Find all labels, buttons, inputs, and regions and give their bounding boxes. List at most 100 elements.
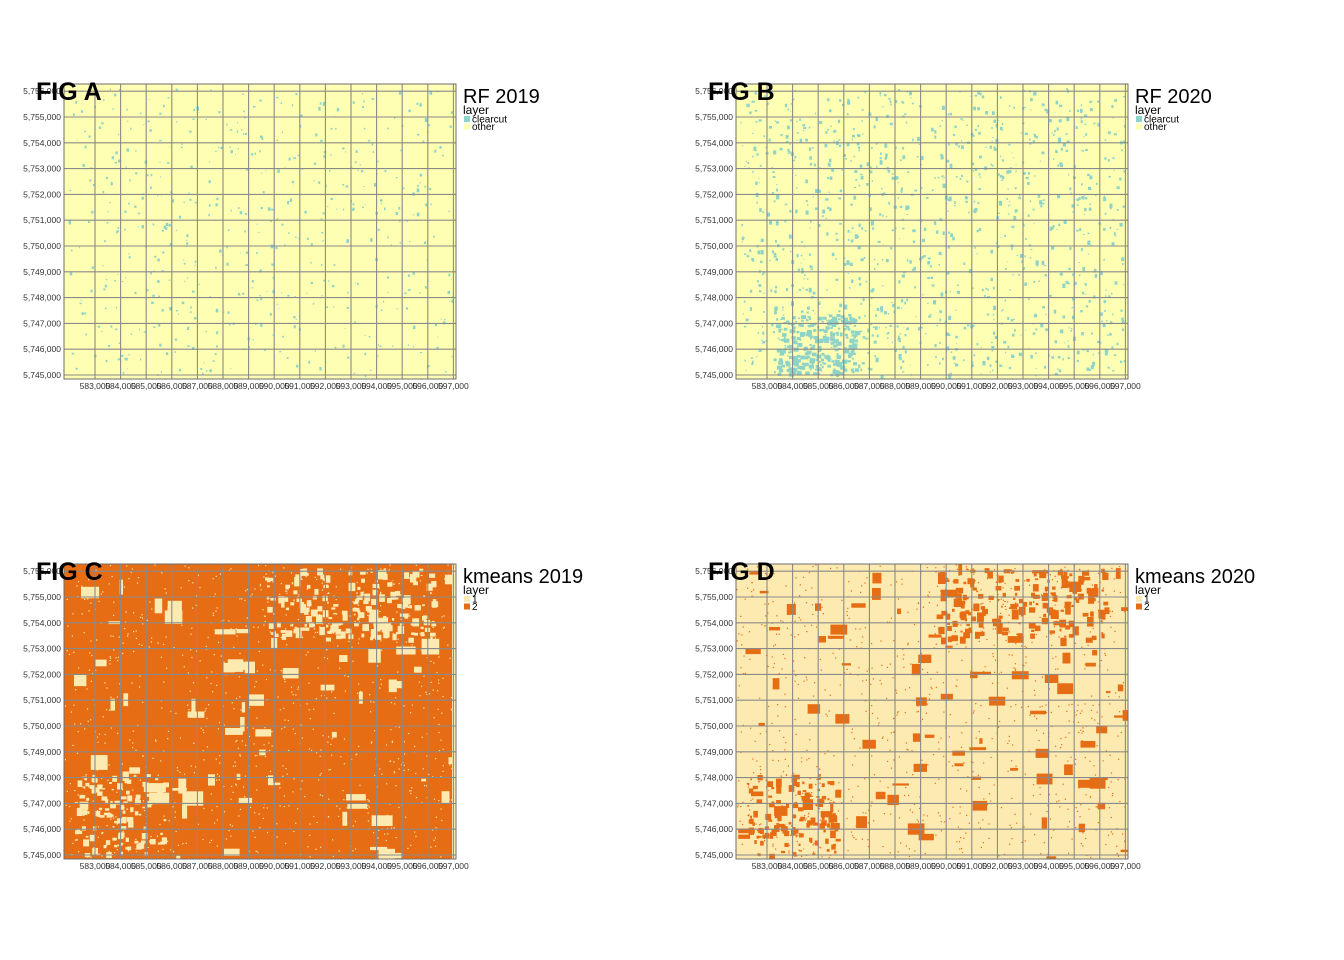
clearcut-patch xyxy=(798,323,803,327)
class-patch xyxy=(957,588,963,593)
class-patch xyxy=(1064,635,1067,638)
class-patch xyxy=(758,836,762,838)
class-speckle xyxy=(321,795,324,797)
class-speckle xyxy=(916,819,918,821)
class-patch xyxy=(965,610,970,614)
class-speckle xyxy=(1119,711,1121,713)
class-speckle xyxy=(437,708,439,710)
class-speckle xyxy=(1081,830,1083,832)
class-patch xyxy=(167,600,182,611)
clearcut-patch xyxy=(831,169,834,172)
class-patch xyxy=(130,807,134,812)
clearcut-patch xyxy=(1046,109,1050,114)
clearcut-patch xyxy=(1005,351,1007,354)
class-patch xyxy=(941,572,943,574)
clearcut-patch xyxy=(982,360,986,366)
clearcut-patch xyxy=(117,274,119,275)
class-patch xyxy=(821,815,825,820)
graticule xyxy=(736,84,1128,379)
clearcut-patch xyxy=(781,316,785,320)
clearcut-patch xyxy=(780,359,783,361)
class-speckle xyxy=(1110,772,1113,774)
class-speckle xyxy=(779,730,781,732)
class-patch xyxy=(407,606,411,609)
clearcut-patch xyxy=(851,138,853,141)
class-speckle xyxy=(284,726,286,728)
class-speckle xyxy=(314,628,316,630)
clearcut-patch xyxy=(852,128,856,130)
clearcut-patch xyxy=(287,201,290,205)
clearcut-patch xyxy=(847,98,850,102)
class-patch xyxy=(276,622,281,628)
class-speckle xyxy=(347,676,349,678)
class-patch xyxy=(841,663,851,666)
clearcut-patch xyxy=(950,351,953,353)
class-speckle xyxy=(389,564,391,566)
clearcut-patch xyxy=(171,199,174,203)
class-patch xyxy=(756,835,760,839)
class-patch xyxy=(1041,594,1043,596)
class-speckle xyxy=(1110,781,1112,783)
class-speckle xyxy=(760,773,762,775)
clearcut-patch xyxy=(181,301,185,305)
clearcut-patch xyxy=(886,215,888,218)
class-speckle xyxy=(420,580,422,582)
y-tick-label: 5,749,000 xyxy=(695,267,733,277)
class-speckle xyxy=(346,807,348,809)
class-speckle xyxy=(294,733,296,735)
clearcut-patch xyxy=(1030,355,1033,359)
clearcut-patch xyxy=(1018,197,1021,200)
class-patch xyxy=(745,648,761,655)
class-patch xyxy=(1078,823,1085,833)
class-speckle xyxy=(764,840,766,842)
clearcut-patch xyxy=(110,182,113,186)
clearcut-patch xyxy=(1034,374,1037,377)
class-speckle xyxy=(300,788,302,790)
class-patch xyxy=(124,779,129,784)
clearcut-patch xyxy=(827,128,829,131)
clearcut-patch xyxy=(772,171,775,173)
x-tick-label: 585,000 xyxy=(131,861,162,871)
clearcut-patch xyxy=(882,285,884,287)
class-patch xyxy=(791,825,793,827)
class-speckle xyxy=(808,803,810,805)
clearcut-patch xyxy=(991,369,994,372)
class-speckle xyxy=(779,823,781,826)
class-speckle xyxy=(1049,574,1051,576)
y-tick-label: 5,756,000 xyxy=(23,86,61,96)
class-speckle xyxy=(798,849,800,851)
class-speckle xyxy=(135,630,137,632)
class-speckle xyxy=(177,770,179,772)
class-speckle xyxy=(1090,709,1092,711)
clearcut-patch xyxy=(174,338,178,341)
clearcut-patch xyxy=(853,156,856,158)
class-speckle xyxy=(327,741,329,743)
class-speckle xyxy=(1077,704,1079,706)
class-patch xyxy=(368,648,381,663)
class-speckle xyxy=(396,611,398,613)
class-speckle xyxy=(866,577,868,579)
class-patch xyxy=(114,820,119,824)
clearcut-patch xyxy=(917,327,921,331)
clearcut-patch xyxy=(1076,229,1079,232)
clearcut-patch xyxy=(1071,307,1074,309)
clearcut-patch xyxy=(775,240,777,243)
clearcut-patch xyxy=(236,130,239,133)
class-speckle xyxy=(1109,703,1111,705)
class-patch xyxy=(1031,592,1036,598)
class-speckle xyxy=(829,694,831,696)
class-speckle xyxy=(126,801,128,803)
class-patch xyxy=(321,573,323,575)
clearcut-patch xyxy=(830,346,833,348)
clearcut-patch xyxy=(198,283,200,285)
class-speckle xyxy=(965,646,967,648)
clearcut-patch xyxy=(1022,267,1025,270)
clearcut-patch xyxy=(1080,116,1083,120)
clearcut-patch xyxy=(754,91,757,95)
clearcut-patch xyxy=(992,286,995,290)
class-speckle xyxy=(195,766,197,768)
class-speckle xyxy=(282,775,284,777)
class-speckle xyxy=(975,703,977,705)
class-speckle xyxy=(988,573,990,575)
clearcut-patch xyxy=(860,368,863,372)
